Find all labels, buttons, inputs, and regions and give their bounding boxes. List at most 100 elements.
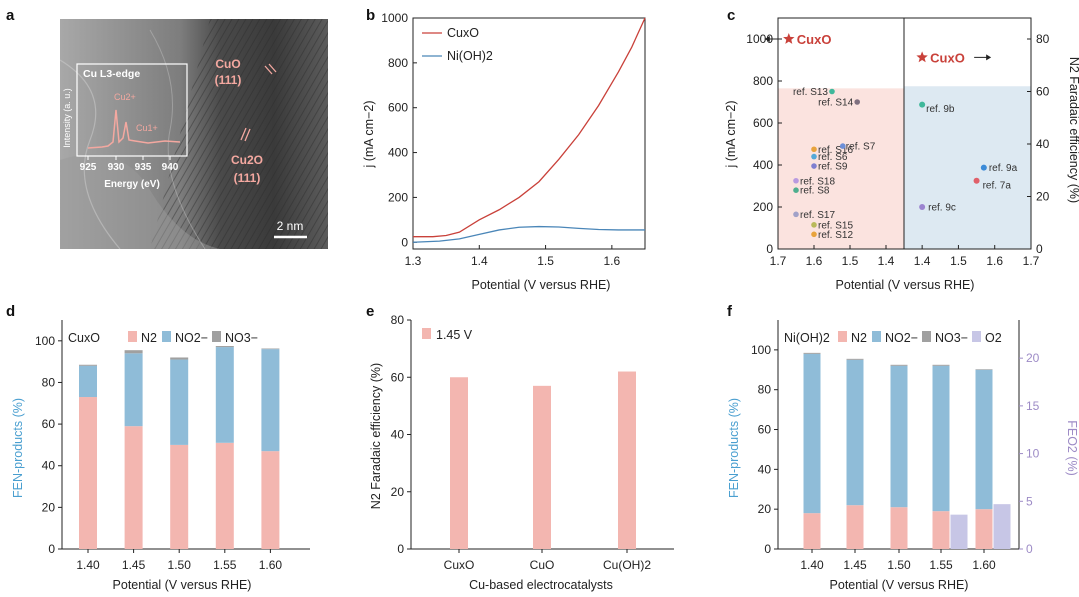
bar-n2 (170, 444, 189, 549)
bar-no2 (215, 347, 234, 443)
panel-f-ylabel-left: FEN-products (%) (727, 398, 741, 498)
scatter-point (811, 163, 817, 169)
point-label: ref. S15 (818, 220, 853, 231)
scatter-point (793, 187, 799, 193)
bar-no3 (261, 348, 280, 350)
point-label: ref. 9b (926, 104, 955, 115)
legend-cuxo-text: CuxO (447, 26, 479, 40)
y-tick-label-right: 10 (1026, 447, 1040, 461)
bar-n2 (533, 385, 551, 549)
legend-label: O2 (985, 331, 1002, 345)
y-tick-label: 60 (391, 370, 405, 384)
y-tick-label: 20 (758, 502, 772, 516)
y-tick-label-right: 0 (1026, 542, 1033, 556)
y-tick-label: 20 (42, 500, 56, 514)
y-tick-label-right: 20 (1026, 351, 1040, 365)
x-tick-label: CuxO (444, 558, 475, 572)
panel-f-ylabel-right: FEO2 (%) (1065, 420, 1079, 476)
point-label: ref. S16 (818, 145, 853, 156)
y-tick-label: 0 (401, 235, 408, 249)
point-label: ref. S8 (800, 186, 830, 197)
x-tick-label: 1.7 (770, 254, 787, 268)
scatter-point (829, 88, 835, 95)
point-label: ref. S17 (800, 210, 835, 221)
legend-label: NO3− (225, 331, 258, 345)
y-tick-label-right: 40 (1036, 137, 1050, 151)
legend-label: 1.45 V (436, 328, 473, 342)
panel-label-b: b (366, 7, 375, 24)
x-tick-label: 1.50 (887, 558, 911, 572)
x-tick-label: 1.4 (914, 254, 931, 268)
bar-no3 (932, 364, 950, 366)
scatter-point (811, 231, 817, 238)
y-tick-label-right: 0 (1036, 242, 1043, 256)
point-label: ref. S14 (818, 98, 853, 109)
x-tick-label: 1.55 (929, 558, 953, 572)
y-tick-label-left: 400 (753, 158, 773, 172)
bar-n2 (618, 371, 636, 549)
y-tick-label-left: 800 (753, 74, 773, 88)
y-tick-label-right: 15 (1026, 399, 1040, 413)
y-tick-label: 200 (388, 190, 408, 204)
legend-label: N2 (141, 331, 157, 345)
panel-f-plot: 0 20 40 60 80 100 0 5 10 15 20 1.40 1.45 1.50 1.55 1.60… (751, 320, 1040, 572)
x-tick-label: 1.40 (76, 558, 100, 572)
bar-no3 (79, 364, 97, 366)
bar-no3 (846, 358, 864, 360)
panel-b-frame (412, 17, 646, 250)
y-tick-label: 600 (388, 101, 408, 115)
inset-xtick-label: 935 (135, 162, 152, 173)
legend-swatch (838, 331, 847, 342)
legend-nioh-text: Ni(OH)2 (447, 49, 493, 63)
bar-no3 (803, 352, 821, 354)
lattice-fringe-markers (240, 63, 277, 142)
panel-label-f: f (727, 303, 733, 320)
x-tick-label: 1.3 (405, 254, 422, 268)
legend-label: NO2− (885, 331, 918, 345)
cu2o-label: Cu2O (231, 153, 263, 167)
region-blue (904, 86, 1031, 249)
tem-micrograph (60, 19, 328, 249)
x-tick-label: 1.45 (122, 558, 146, 572)
cuo-plane-label: (111) (215, 73, 242, 87)
scale-bar-label: 2 nm (277, 219, 304, 233)
bar-no2 (124, 353, 143, 427)
legend-swatch (162, 331, 171, 342)
panel-c-plot: 1.7 1.6 1.5 1.4 1.4 1.5 1.6 1.70200400600800100… (746, 17, 1050, 268)
panel-b-xlabel: Potential (V versus RHE) (472, 278, 611, 292)
series-line-cuxo (413, 17, 646, 238)
x-tick-label: 1.40 (800, 558, 824, 572)
y-tick-label-left: 200 (753, 200, 773, 214)
bar-n2 (890, 507, 908, 549)
legend-label: NO3− (935, 331, 968, 345)
bar-no3 (124, 350, 143, 354)
x-tick-label: 1.6 (986, 254, 1003, 268)
x-tick-label: 1.6 (604, 254, 621, 268)
bar-no2 (79, 365, 97, 398)
bar-no2 (803, 353, 821, 514)
y-tick-label-right: 20 (1036, 190, 1050, 204)
scatter-point (840, 143, 846, 149)
y-tick-label: 60 (758, 423, 772, 437)
x-tick-label: CuO (530, 558, 555, 572)
legend-swatch (972, 331, 981, 342)
panel-f-xlabel: Potential (V versus RHE) (830, 578, 969, 592)
y-tick-label: 80 (758, 383, 772, 397)
point-label: ref. 9a (989, 163, 1018, 174)
x-tick-label: 1.60 (972, 558, 996, 572)
bar-no3 (170, 357, 189, 360)
panel-e-xlabel: Cu-based electrocatalysts (469, 578, 613, 592)
y-tick-label: 1000 (381, 11, 408, 25)
panel-b-ylabel: j (mA cm−2) (362, 100, 376, 168)
x-tick-label: 1.5 (842, 254, 859, 268)
x-tick-label: 1.4 (878, 254, 895, 268)
star-marker-left (783, 33, 795, 44)
cu2o-plane-label: (111) (234, 171, 261, 185)
star-label-left: CuxO (797, 32, 832, 47)
inset-xtick-label: 930 (108, 162, 125, 173)
y-tick-label-right: 5 (1026, 494, 1033, 508)
x-tick-label: 1.55 (213, 558, 237, 572)
y-tick-label: 100 (35, 334, 55, 348)
cuo-label: CuO (215, 57, 240, 71)
bar-no2 (890, 365, 908, 508)
